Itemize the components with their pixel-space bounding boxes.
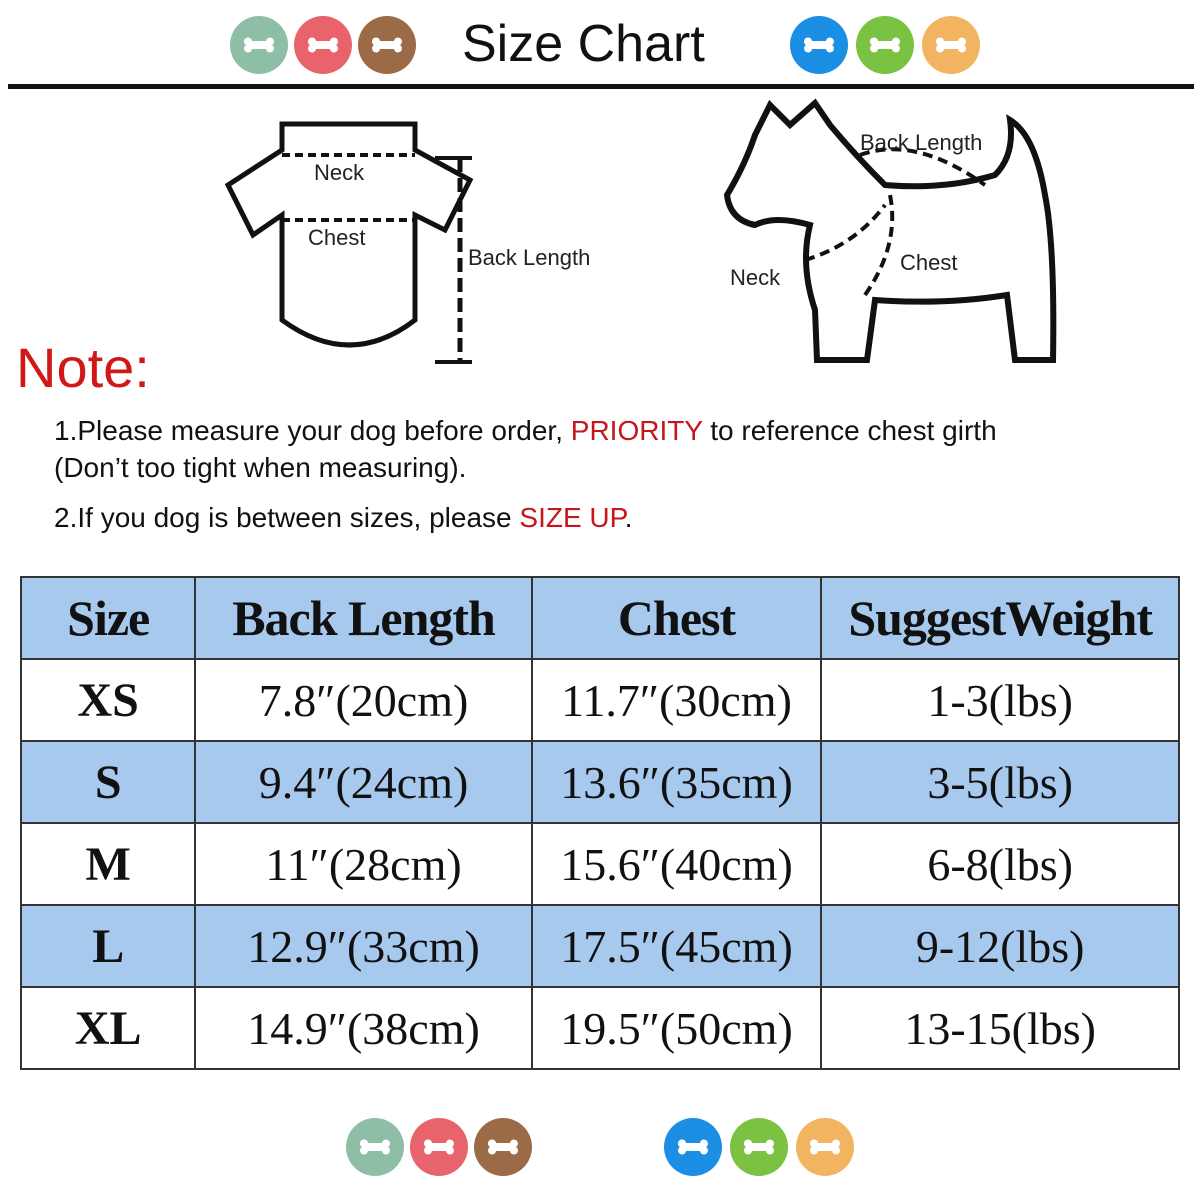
table-header-row: Size Back Length Chest SuggestWeight bbox=[19, 576, 1180, 660]
cell-weight: 9-12(lbs) bbox=[820, 904, 1180, 988]
bone-icon bbox=[474, 1118, 532, 1176]
bone-icon bbox=[410, 1118, 468, 1176]
bone-icon bbox=[230, 16, 288, 74]
cell-size: XS bbox=[19, 658, 197, 742]
header-size: Size bbox=[19, 576, 197, 660]
bone-icon bbox=[664, 1118, 722, 1176]
cell-weight: 6-8(lbs) bbox=[820, 822, 1180, 906]
table-row: M 11″(28cm) 15.6″(40cm) 6-8(lbs) bbox=[19, 822, 1180, 906]
cell-weight: 13-15(lbs) bbox=[820, 986, 1180, 1070]
note-line-1b: (Don’t too tight when measuring). bbox=[54, 452, 467, 483]
note-text: 1.Please measure your dog before order, bbox=[54, 415, 571, 446]
shirt-back-length-label: Back Length bbox=[468, 245, 591, 270]
header-back-length: Back Length bbox=[194, 576, 533, 660]
note-text: . bbox=[624, 502, 633, 533]
page-title: Size Chart bbox=[462, 15, 705, 73]
cell-chest: 13.6″(35cm) bbox=[530, 740, 823, 824]
table-row: L 12.9″(33cm) 17.5″(45cm) 9-12(lbs) bbox=[19, 904, 1180, 988]
cell-back-length: 12.9″(33cm) bbox=[194, 904, 533, 988]
cell-weight: 3-5(lbs) bbox=[820, 740, 1180, 824]
cell-back-length: 7.8″(20cm) bbox=[194, 658, 533, 742]
cell-back-length: 9.4″(24cm) bbox=[194, 740, 533, 824]
dog-back-length-label: Back Length bbox=[860, 130, 983, 155]
shirt-neck-label: Neck bbox=[314, 160, 365, 185]
dog-neck-label: Neck bbox=[730, 265, 781, 290]
bone-icon bbox=[856, 16, 914, 74]
table-row: S 9.4″(24cm) 13.6″(35cm) 3-5(lbs) bbox=[19, 740, 1180, 824]
cell-size: L bbox=[19, 904, 197, 988]
note-highlight: PRIORITY bbox=[570, 415, 703, 446]
cell-back-length: 14.9″(38cm) bbox=[194, 986, 533, 1070]
table-row: XL 14.9″(38cm) 19.5″(50cm) 13-15(lbs) bbox=[19, 986, 1180, 1070]
shirt-chest-label: Chest bbox=[308, 225, 366, 250]
note-text: 2.If you dog is between sizes, please bbox=[54, 502, 520, 533]
cell-back-length: 11″(28cm) bbox=[194, 822, 533, 906]
divider bbox=[8, 84, 1194, 89]
bone-icon bbox=[922, 16, 980, 74]
dog-chest-label: Chest bbox=[900, 250, 958, 275]
note-line-1: 1.Please measure your dog before order, … bbox=[54, 415, 997, 447]
note-line-2: 2.If you dog is between sizes, please SI… bbox=[54, 502, 632, 534]
bone-icon bbox=[346, 1118, 404, 1176]
bone-icon bbox=[294, 16, 352, 74]
cell-size: M bbox=[19, 822, 197, 906]
cell-chest: 11.7″(30cm) bbox=[530, 658, 823, 742]
bone-icon bbox=[358, 16, 416, 74]
header-chest: Chest bbox=[530, 576, 823, 660]
cell-chest: 15.6″(40cm) bbox=[530, 822, 823, 906]
cell-size: XL bbox=[19, 986, 197, 1070]
bone-icon bbox=[730, 1118, 788, 1176]
header-weight: SuggestWeight bbox=[820, 576, 1180, 660]
note-heading: Note: bbox=[16, 336, 150, 399]
dog-diagram bbox=[723, 98, 1057, 363]
bone-icon bbox=[796, 1118, 854, 1176]
shirt-diagram bbox=[224, 121, 474, 364]
cell-size: S bbox=[19, 740, 197, 824]
cell-chest: 19.5″(50cm) bbox=[530, 986, 823, 1070]
note-text: to reference chest girth bbox=[702, 415, 997, 446]
bone-icon bbox=[790, 16, 848, 74]
cell-weight: 1-3(lbs) bbox=[820, 658, 1180, 742]
note-highlight: SIZE UP bbox=[519, 502, 625, 533]
table-row: XS 7.8″(20cm) 11.7″(30cm) 1-3(lbs) bbox=[19, 658, 1180, 742]
cell-chest: 17.5″(45cm) bbox=[530, 904, 823, 988]
size-table: Size Back Length Chest SuggestWeight XS 7… bbox=[19, 576, 1180, 1070]
